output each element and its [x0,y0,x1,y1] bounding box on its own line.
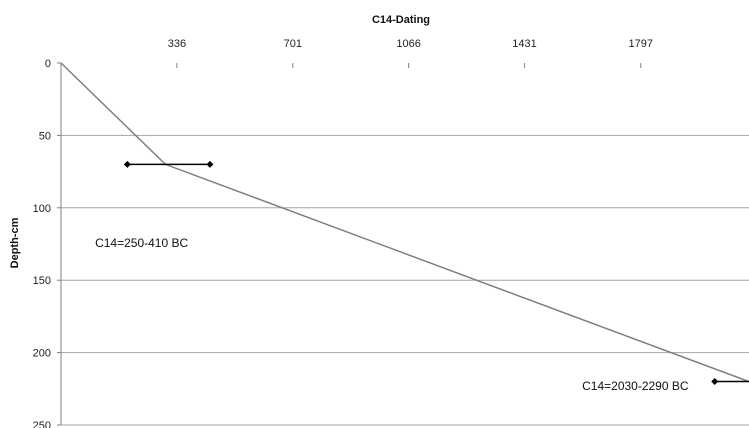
y-tick-label-50: 50 [39,130,51,142]
error-bars [123,160,749,386]
y-tick-label-250: 250 [33,420,51,428]
annotation-0: C14=250-410 BC [95,236,188,250]
x-tick-label-1797: 1797 [628,38,652,50]
y-tick-label-100: 100 [33,203,51,215]
grid-lines [61,134,749,426]
error-bar-0-low-marker [123,160,131,168]
error-bar-1-low-marker [711,378,719,386]
x-axis-ticks: 336 701 1066 1431 1797 [168,38,653,68]
error-bar-0-high-marker [206,160,214,168]
y-axis-ticks: 0 50 100 150 200 250 [33,58,61,428]
x-axis-title: C14-Dating [372,14,430,26]
y-axis-title: Depth-cm [9,217,21,268]
x-tick-label-1066: 1066 [396,38,420,50]
series-layer [60,62,749,383]
y-tick-label-0: 0 [45,58,51,70]
x-tick-label-701: 701 [284,38,302,50]
annotations: C14=250-410 BC C14=2030-2290 BC [95,236,689,393]
annotation-1: C14=2030-2290 BC [582,379,689,393]
x-tick-label-1431: 1431 [512,38,536,50]
y-tick-label-150: 150 [33,275,51,287]
y-tick-label-200: 200 [33,348,51,360]
series-line-0 [60,62,749,383]
x-tick-label-336: 336 [168,38,186,50]
